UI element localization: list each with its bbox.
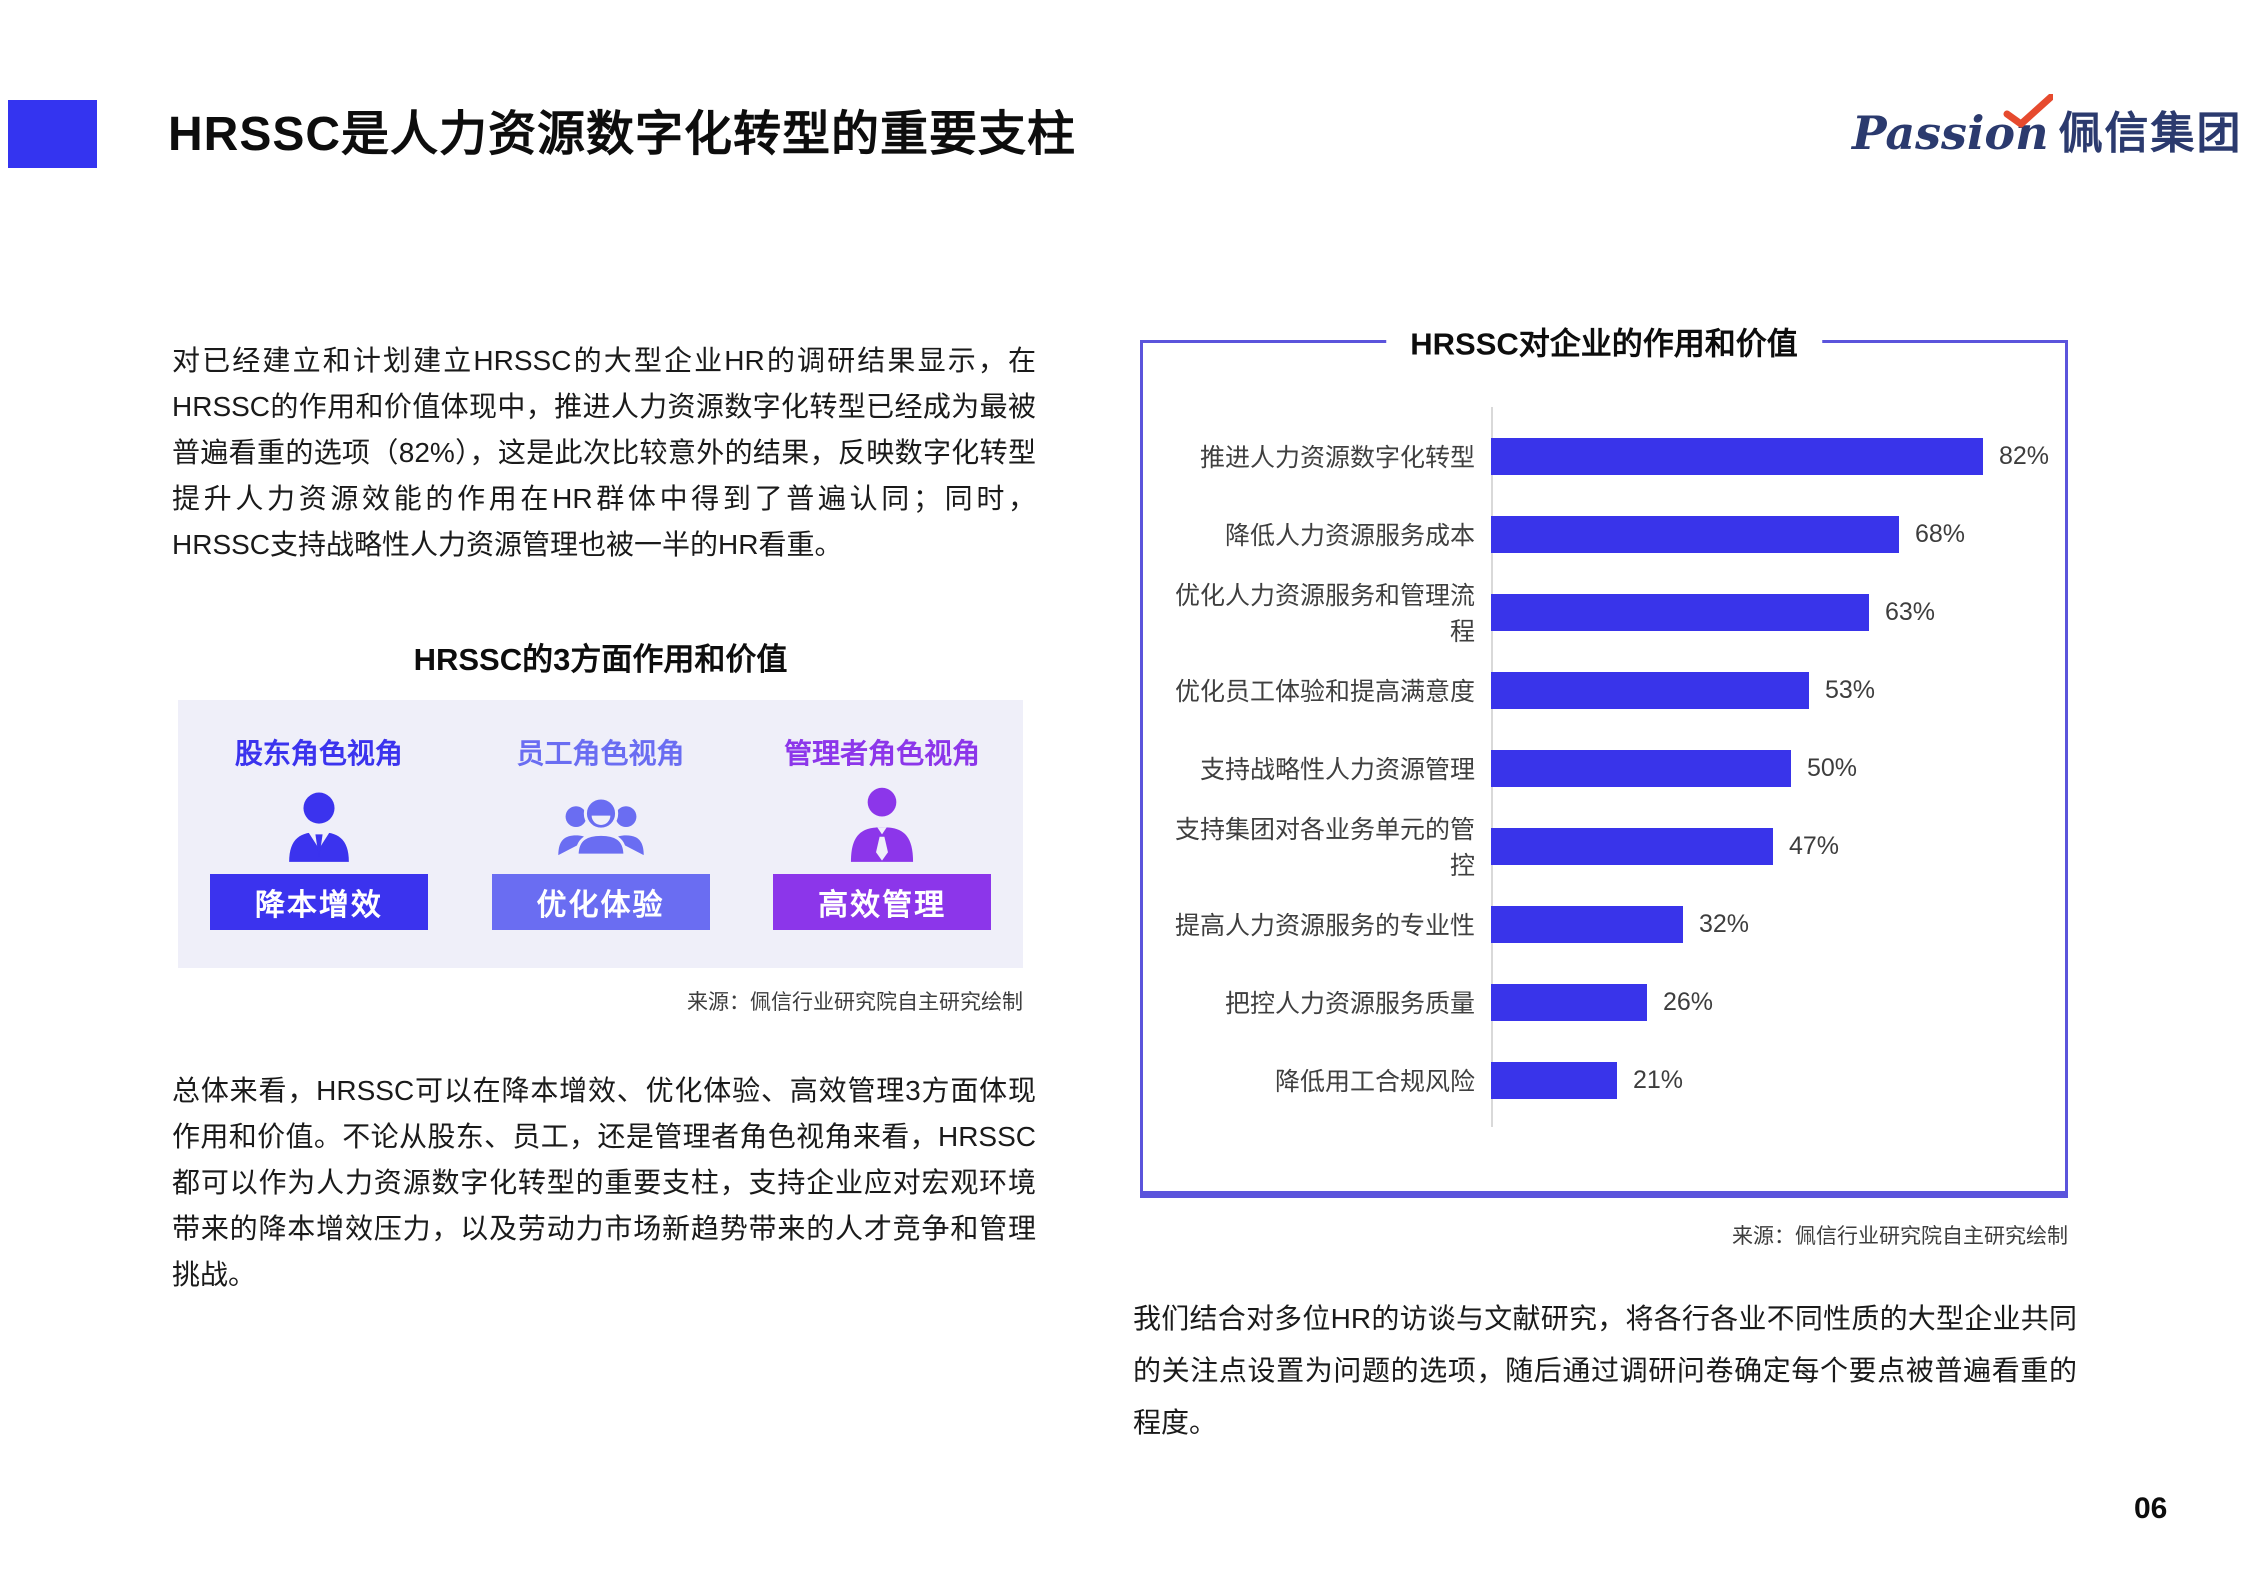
chart-category-label: 把控人力资源服务质量 <box>1224 990 1475 1018</box>
chart-value-label: 63% <box>1885 597 1936 626</box>
logo-company-name: 佩信集团 <box>2058 109 2243 158</box>
intro-paragraph: 对已经建立和计划建立HRSSC的大型企业HR的调研结果显示，在HRSSC的作用和… <box>172 345 1036 560</box>
logo-script-text: Passion <box>1852 94 2059 156</box>
chart-bar <box>1491 671 1809 709</box>
role-card-manager: 管理者角色视角 高效管理 <box>741 700 1023 968</box>
title-accent-bar <box>8 100 97 168</box>
chart-row: 降低用工合规风险 21% <box>1161 1041 2055 1119</box>
role-card-employee: 员工角色视角 优化体验 <box>460 700 742 968</box>
chart-category-label: 优化员工体验和提高满意度 <box>1174 678 1475 706</box>
chart-category-label: 降低人力资源服务成本 <box>1224 522 1475 550</box>
role-button: 降本增效 <box>209 874 428 930</box>
company-logo: Passion 佩信集团 <box>1852 92 2243 156</box>
chart-rows: 推进人力资源数字化转型 82% 降低人力资源服务成本 68% 优化人力资源服务和管理流程… <box>1161 417 2055 1119</box>
chart-category-label: 支持集团对各业务单元的管控 <box>1174 816 1475 880</box>
chart-value-label: 68% <box>1915 519 1966 548</box>
manager-icon <box>839 778 925 874</box>
chart-value-label: 32% <box>1699 909 1750 938</box>
chart-value-label: 53% <box>1825 675 1876 704</box>
source-note-right: 来源：佩信行业研究院自主研究绘制 <box>1732 1225 2068 1248</box>
source-note-left: 来源：佩信行业研究院自主研究绘制 <box>687 991 1023 1014</box>
chart-bar <box>1491 905 1683 943</box>
chart-value-label: 21% <box>1633 1065 1684 1094</box>
employee-group-icon <box>551 778 651 874</box>
chart-category-label: 优化人力资源服务和管理流程 <box>1174 582 1475 646</box>
businessman-icon <box>276 778 362 874</box>
chart-category-label: 提高人力资源服务的专业性 <box>1174 912 1475 940</box>
chart-value-label: 26% <box>1663 987 1714 1016</box>
chart-bar <box>1491 749 1791 787</box>
chart-value-label: 47% <box>1789 831 1840 860</box>
role-header: 股东角色视角 <box>234 738 403 769</box>
chart-row: 提高人力资源服务的专业性 32% <box>1161 885 2055 963</box>
chart-row: 优化人力资源服务和管理流程 63% <box>1161 573 2055 651</box>
summary-paragraph: 总体来看，HRSSC可以在降本增效、优化体验、高效管理3方面体现作用和价值。不论… <box>172 1075 1036 1290</box>
bar-chart-panel: HRSSC对企业的作用和价值 推进人力资源数字化转型 82% 降低人力资源服务成本 6… <box>1140 318 2068 1198</box>
chart-row: 把控人力资源服务质量 26% <box>1161 963 2055 1041</box>
role-header: 员工角色视角 <box>516 738 685 769</box>
roles-panel: 股东角色视角 降本增效 员工角色视角 <box>178 700 1023 968</box>
chart-value-label: 50% <box>1807 753 1858 782</box>
roles-section-title: HRSSC的3方面作用和价值 <box>413 642 788 677</box>
method-paragraph: 我们结合对多位HR的访谈与文献研究，将各行各业不同性质的大型企业共同的关注点设置… <box>1133 1303 2077 1438</box>
role-header: 管理者角色视角 <box>784 738 981 769</box>
role-card-shareholder: 股东角色视角 降本增效 <box>178 700 460 968</box>
chart-value-label: 82% <box>1999 441 2050 470</box>
chart-category-label: 推进人力资源数字化转型 <box>1199 444 1475 472</box>
chart-bar <box>1491 983 1647 1021</box>
chart-bar <box>1491 1061 1617 1099</box>
chart-bar <box>1491 827 1773 865</box>
chart-category-label: 支持战略性人力资源管理 <box>1199 756 1475 784</box>
chart-bar <box>1491 515 1899 553</box>
role-button: 高效管理 <box>773 874 992 930</box>
chart-category-label: 降低用工合规风险 <box>1274 1068 1475 1096</box>
chart-bar <box>1491 437 1983 475</box>
page-title: HRSSC是人力资源数字化转型的重要支柱 <box>168 108 1077 161</box>
role-button: 优化体验 <box>491 874 710 930</box>
chart-bar <box>1491 593 1869 631</box>
chart-row: 支持战略性人力资源管理 50% <box>1161 729 2055 807</box>
chart-row: 推进人力资源数字化转型 82% <box>1161 417 2055 495</box>
chart-row: 支持集团对各业务单元的管控 47% <box>1161 807 2055 885</box>
chart-row: 降低人力资源服务成本 68% <box>1161 495 2055 573</box>
chart-title: HRSSC对企业的作用和价值 <box>1386 318 1822 364</box>
page-number: 06 <box>2134 1492 2168 1525</box>
checkmark-icon <box>2003 94 2053 128</box>
chart-row: 优化员工体验和提高满意度 53% <box>1161 651 2055 729</box>
